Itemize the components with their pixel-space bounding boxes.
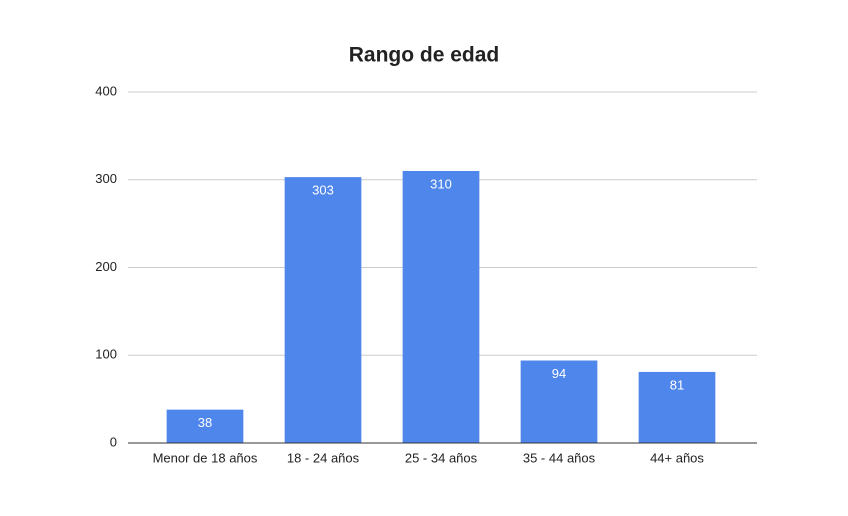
data-label: 81 — [670, 377, 684, 392]
x-tick-label: 25 - 34 años — [405, 450, 478, 465]
data-label: 38 — [198, 415, 212, 430]
bar — [402, 170, 480, 443]
y-tick-label: 100 — [95, 347, 117, 362]
bar — [284, 177, 362, 443]
y-tick-label: 400 — [95, 83, 117, 98]
bar — [638, 371, 716, 443]
x-tick-label: 35 - 44 años — [523, 450, 596, 465]
x-tick-label: 44+ años — [650, 450, 704, 465]
bar — [166, 409, 244, 443]
x-tick-label: 18 - 24 años — [287, 450, 360, 465]
bar — [520, 360, 598, 443]
y-tick-label: 300 — [95, 171, 117, 186]
y-tick-label: 200 — [95, 259, 117, 274]
y-tick-label: 0 — [110, 434, 117, 449]
data-label: 303 — [312, 183, 334, 198]
data-label: 94 — [552, 366, 566, 381]
chart-title: Rango de edad — [349, 44, 500, 67]
x-tick-label: Menor de 18 años — [153, 450, 258, 465]
data-label: 310 — [430, 176, 452, 191]
